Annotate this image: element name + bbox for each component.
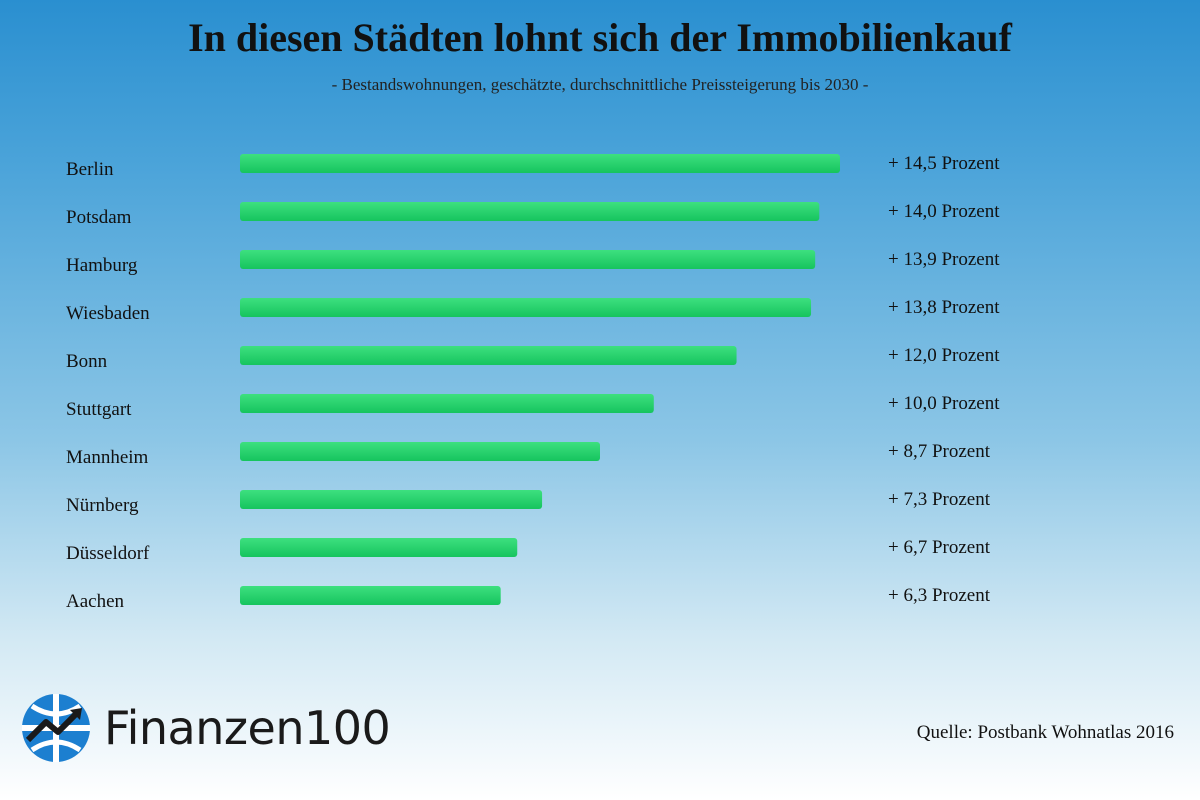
bar — [240, 490, 543, 509]
logo-number: 100 — [304, 700, 391, 755]
bar — [240, 250, 816, 269]
category-label: Bonn — [66, 351, 108, 372]
bar — [240, 202, 820, 221]
bar — [240, 586, 501, 605]
bar — [240, 442, 600, 461]
chart-subtitle: - Bestandswohnungen, geschätzte, durchsc… — [331, 75, 869, 94]
bar — [240, 154, 840, 173]
value-label: + 6,3 Prozent — [888, 585, 991, 606]
value-label: + 13,8 Prozent — [888, 297, 1000, 318]
value-label: + 14,0 Prozent — [888, 201, 1000, 222]
logo-wordmark: Finanzen100 — [104, 700, 391, 755]
chart-title: In diesen Städten lohnt sich der Immobil… — [188, 15, 1012, 60]
globe-trend-icon — [22, 693, 90, 762]
category-label: Düsseldorf — [66, 543, 150, 564]
value-label: + 12,0 Prozent — [888, 345, 1000, 366]
value-label: + 10,0 Prozent — [888, 393, 1000, 414]
bar-chart: Berlin + 14,5 Prozent Potsdam + 14,0 Prozen… — [66, 153, 1000, 612]
bar — [240, 538, 518, 557]
value-label: + 13,9 Prozent — [888, 249, 1000, 270]
category-label: Potsdam — [66, 207, 132, 228]
category-label: Hamburg — [66, 255, 138, 276]
source-note: Quelle: Postbank Wohnatlas 2016 — [916, 722, 1174, 743]
value-label: + 6,7 Prozent — [888, 537, 991, 558]
finanzen100-logo: Finanzen100 — [20, 690, 391, 765]
category-label: Wiesbaden — [66, 303, 150, 324]
logo-name: Finanzen — [104, 700, 305, 755]
category-label: Stuttgart — [66, 399, 132, 420]
value-label: + 7,3 Prozent — [888, 489, 991, 510]
category-label: Aachen — [66, 591, 125, 612]
bar — [240, 298, 812, 317]
category-label: Nürnberg — [66, 495, 139, 516]
bar — [240, 346, 737, 365]
value-label: + 8,7 Prozent — [888, 441, 991, 462]
bar — [240, 394, 654, 413]
value-label: + 14,5 Prozent — [888, 153, 1000, 174]
category-label: Berlin — [66, 159, 114, 180]
category-label: Mannheim — [66, 447, 149, 468]
